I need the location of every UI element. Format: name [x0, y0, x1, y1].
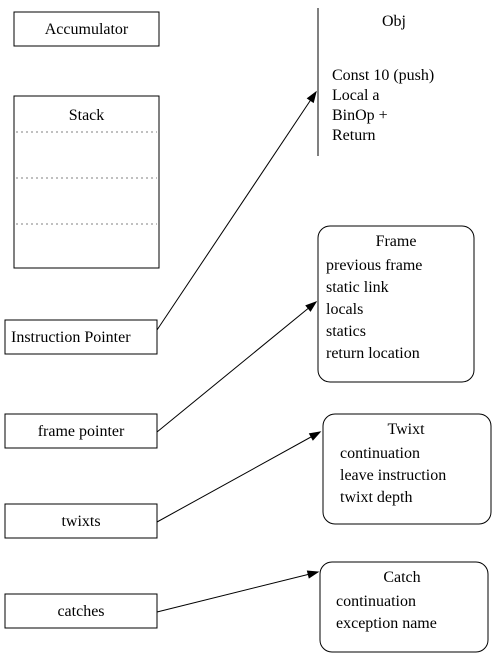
stack-label: Stack	[69, 107, 105, 124]
frame-line: static link	[326, 279, 389, 296]
stack-box: Stack	[14, 96, 159, 268]
connector-frame-pointer	[157, 302, 316, 432]
accumulator-label: Accumulator	[45, 21, 129, 38]
twixt-title: Twixt	[387, 421, 425, 438]
accumulator-box: Accumulator	[14, 12, 159, 46]
obj-title: Obj	[382, 13, 406, 30]
obj-line: Return	[332, 127, 376, 144]
twixts-label: twixts	[61, 513, 100, 530]
twixts-box: twixts	[5, 504, 157, 538]
catch-box: Catch continuation exception name	[320, 562, 488, 652]
twixt-line: twixt depth	[340, 489, 412, 506]
catches-label: catches	[57, 603, 104, 620]
connector-instruction-pointer	[157, 92, 316, 330]
obj-section: Obj Const 10 (push) Local a BinOp + Return	[318, 8, 434, 156]
frame-pointer-label: frame pointer	[38, 423, 125, 440]
frame-pointer-box: frame pointer	[5, 414, 157, 448]
connector-twixts	[157, 432, 320, 522]
catch-line: continuation	[336, 593, 416, 610]
catch-title: Catch	[383, 569, 420, 586]
obj-line: BinOp +	[332, 107, 388, 124]
catches-box: catches	[5, 594, 157, 628]
twixt-line: leave instruction	[340, 467, 446, 484]
catch-line: exception name	[336, 615, 437, 632]
instruction-pointer-box: Instruction Pointer	[5, 320, 157, 354]
twixt-line: continuation	[340, 445, 420, 462]
frame-line: return location	[326, 345, 420, 362]
frame-line: locals	[326, 301, 363, 318]
obj-line: Local a	[332, 87, 380, 104]
frame-line: previous frame	[326, 257, 422, 274]
frame-title: Frame	[376, 233, 417, 250]
instruction-pointer-label: Instruction Pointer	[11, 329, 131, 346]
frame-box: Frame previous frame static link locals stat…	[318, 226, 474, 382]
obj-line: Const 10 (push)	[332, 67, 434, 84]
twixt-box: Twixt continuation leave instruction twixt …	[323, 414, 491, 524]
connector-catches	[157, 571, 318, 612]
frame-line: statics	[326, 323, 366, 340]
